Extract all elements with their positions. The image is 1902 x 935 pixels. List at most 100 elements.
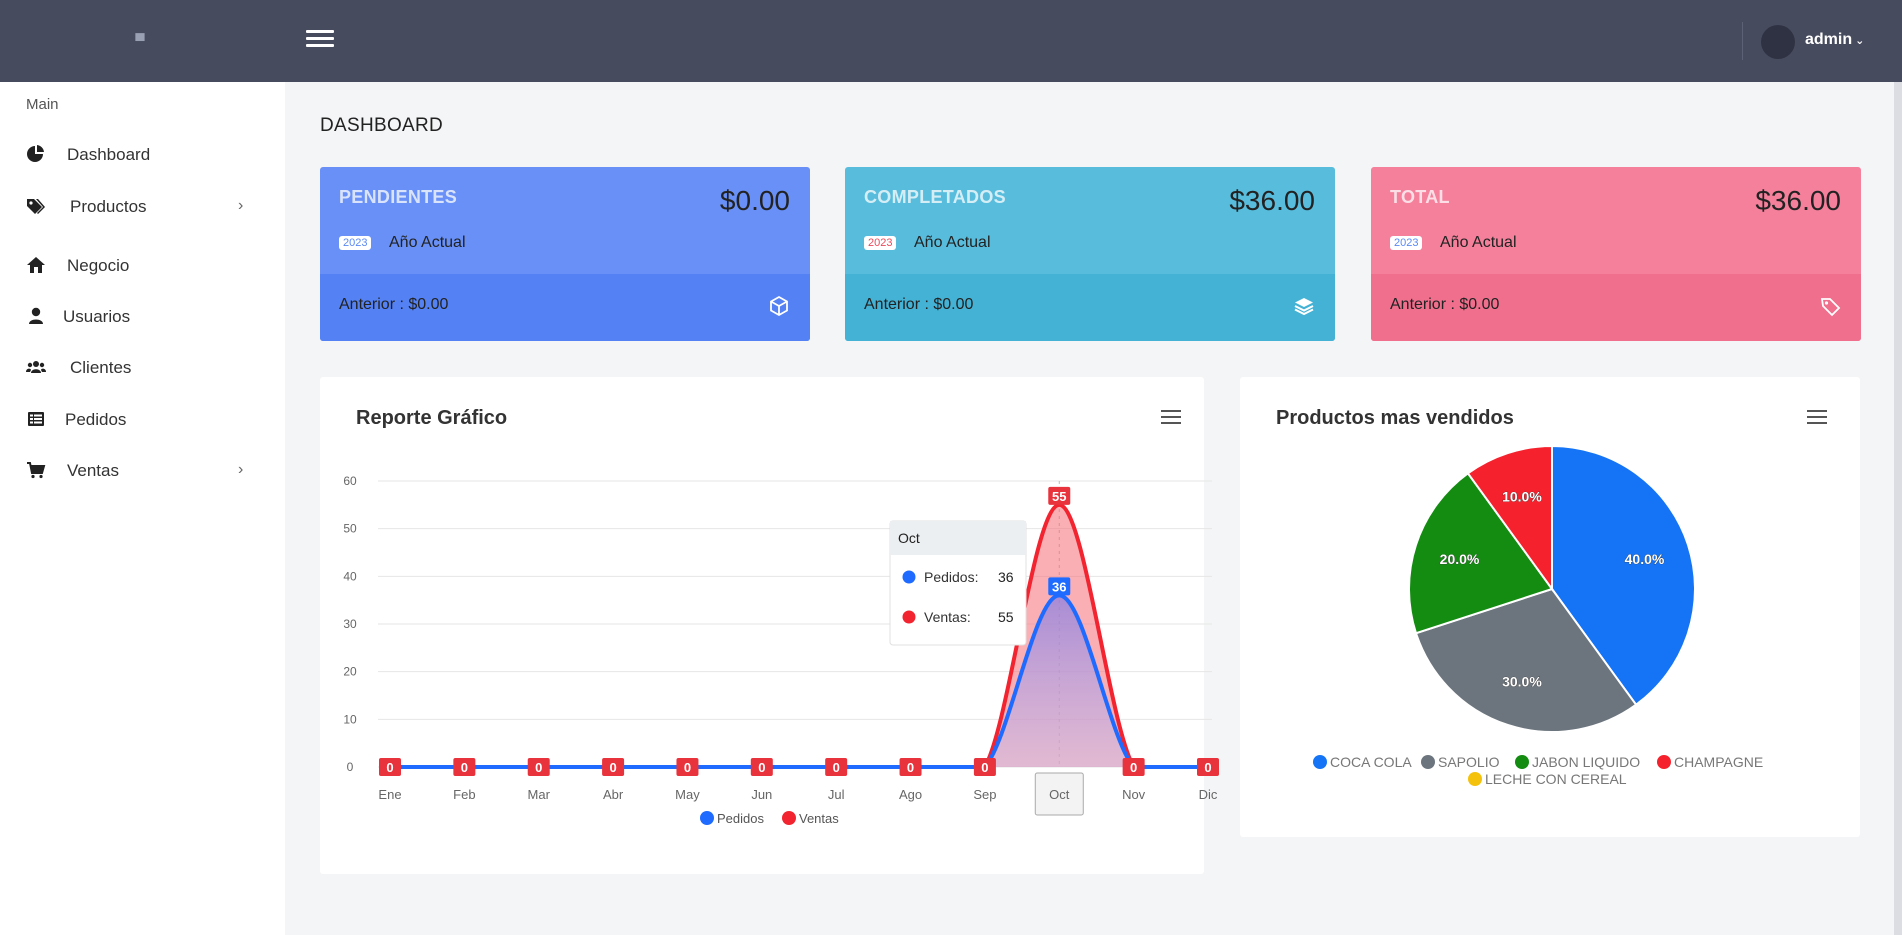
x-tick-label: Jul bbox=[828, 787, 845, 802]
data-label: 0 bbox=[684, 760, 691, 775]
y-tick-label: 40 bbox=[343, 569, 357, 583]
stat-card-pendientes[interactable]: PENDIENTES $0.00 2023 Año Actual Anterio… bbox=[320, 167, 810, 341]
pie-slice-label: 40.0% bbox=[1625, 551, 1665, 567]
x-tick-label: Abr bbox=[603, 787, 624, 802]
card-footer-text: Anterior : $0.00 bbox=[864, 296, 974, 313]
tag-icon bbox=[1820, 298, 1841, 317]
series-area-pedidos bbox=[390, 595, 1208, 767]
legend-marker bbox=[1313, 755, 1327, 769]
pie-slice-jabon-liquido bbox=[1408, 471, 1554, 635]
cube-icon bbox=[770, 295, 788, 317]
data-label-bg bbox=[527, 758, 550, 776]
legend-label: Pedidos bbox=[717, 811, 764, 826]
data-label: 0 bbox=[758, 760, 765, 775]
data-label-bg bbox=[602, 758, 625, 776]
card-amount: $0.00 bbox=[719, 185, 790, 216]
legend-label: LECHE CON CEREAL bbox=[1485, 771, 1627, 787]
chart-menu-button[interactable] bbox=[1161, 410, 1181, 426]
navbar-divider bbox=[1742, 22, 1743, 60]
year-badge: 2023 bbox=[864, 236, 897, 250]
legend-label: SAPOLIO bbox=[1438, 754, 1500, 770]
sidebar-item-label: Clientes bbox=[70, 358, 132, 377]
x-tick-label: Oct bbox=[1049, 787, 1070, 802]
sidebar-item-dashboard[interactable]: Dashboard bbox=[0, 136, 285, 172]
chevron-down-icon: ⌄ bbox=[1855, 35, 1865, 47]
card-subtitle: Año Actual bbox=[914, 234, 991, 251]
legend-marker bbox=[1515, 755, 1529, 769]
y-tick-label: 20 bbox=[343, 665, 357, 679]
page-scrollbar[interactable] bbox=[1894, 82, 1902, 935]
chart-pie-icon bbox=[27, 145, 44, 162]
report-chart-panel: Reporte Gráfico 0 10 20 30 40 50 60 36 0 0 0 0 0 0 0 0 0… bbox=[320, 377, 1219, 874]
pie-slice-coca-cola bbox=[1551, 444, 1696, 707]
y-tick-label: 60 bbox=[343, 474, 357, 488]
avatar[interactable] bbox=[1761, 25, 1795, 59]
list-icon bbox=[28, 412, 44, 426]
x-tick-label: Sep bbox=[973, 787, 996, 802]
data-label: 55 bbox=[1052, 489, 1066, 504]
chevron-right-icon: › bbox=[238, 197, 244, 214]
legend-marker bbox=[700, 811, 714, 825]
stat-card-total[interactable]: TOTAL $36.00 2023 Año Actual Anterior : … bbox=[1371, 167, 1861, 341]
x-tick-label: May bbox=[675, 787, 700, 802]
chart-menu-button[interactable] bbox=[1807, 410, 1827, 426]
tooltip-value: 36 bbox=[998, 569, 1014, 585]
sidebar-toggle-button[interactable] bbox=[306, 30, 334, 52]
sidebar-item-pedidos[interactable]: Pedidos bbox=[0, 401, 285, 437]
card-footer bbox=[320, 274, 810, 341]
x-tick-label: Nov bbox=[1122, 787, 1146, 802]
year-badge: 2023 bbox=[339, 236, 372, 250]
sidebar-item-label: Pedidos bbox=[65, 410, 127, 429]
legend-label: Ventas bbox=[799, 811, 839, 826]
legend-label: COCA COLA bbox=[1330, 754, 1412, 770]
card-subtitle: Año Actual bbox=[1440, 234, 1517, 251]
legend-marker bbox=[1421, 755, 1435, 769]
x-tick-label: Mar bbox=[528, 787, 551, 802]
x-tick-label: Ene bbox=[378, 787, 401, 802]
data-label-bg bbox=[825, 758, 848, 776]
sidebar-item-clientes[interactable]: Clientes bbox=[0, 349, 285, 385]
home-icon bbox=[27, 257, 45, 273]
data-label: 0 bbox=[907, 760, 914, 775]
data-label-bg bbox=[1048, 486, 1071, 505]
user-menu-button[interactable]: admin ⌄ bbox=[1805, 31, 1864, 49]
sidebar-item-label: Negocio bbox=[67, 256, 130, 275]
card-amount: $36.00 bbox=[1755, 185, 1841, 216]
legend-label: CHAMPAGNE bbox=[1674, 754, 1763, 770]
sidebar-item-usuarios[interactable]: Usuarios bbox=[0, 298, 285, 334]
chart-tooltip: Oct Pedidos: 36 Ventas: 55 bbox=[889, 520, 1027, 646]
sidebar-item-negocio[interactable]: Negocio bbox=[0, 247, 285, 283]
data-label-bg bbox=[676, 758, 699, 776]
data-label-bg bbox=[1048, 577, 1071, 596]
tags-icon bbox=[27, 199, 45, 214]
logo-icon[interactable]: ▀ bbox=[135, 33, 145, 48]
legend-marker bbox=[1657, 755, 1671, 769]
data-label: 0 bbox=[833, 760, 840, 775]
x-tick-label: Jun bbox=[751, 787, 772, 802]
panel-title: Productos mas vendidos bbox=[1276, 407, 1514, 429]
legend-marker bbox=[782, 811, 796, 825]
x-tick-label: Ago bbox=[899, 787, 922, 802]
card-title: PENDIENTES bbox=[339, 187, 458, 207]
line-chart: 0 10 20 30 40 50 60 36 0 0 0 0 0 0 0 0 0 55 0 0 Ene Feb Mar Abr… bbox=[343, 474, 1219, 826]
legend-marker bbox=[1468, 772, 1482, 786]
sidebar-item-ventas[interactable]: Ventas › bbox=[0, 452, 285, 488]
tooltip-marker bbox=[902, 570, 916, 584]
data-label: 0 bbox=[535, 760, 542, 775]
card-footer bbox=[1371, 274, 1861, 341]
data-label-bg bbox=[379, 758, 401, 776]
stat-card-completados[interactable]: COMPLETADOS $36.00 2023 Año Actual Anter… bbox=[845, 167, 1335, 341]
data-label: 0 bbox=[386, 760, 393, 775]
pie-slice-champagne bbox=[1466, 444, 1553, 593]
card-title: COMPLETADOS bbox=[864, 187, 1006, 207]
layers-icon bbox=[1294, 298, 1314, 316]
data-label: 0 bbox=[609, 760, 616, 775]
year-badge: 2023 bbox=[1390, 236, 1423, 250]
x-tick-label: Dic bbox=[1199, 787, 1218, 802]
y-tick-label: 30 bbox=[343, 617, 357, 631]
data-label-bg bbox=[899, 758, 922, 776]
sidebar-item-productos[interactable]: Productos › bbox=[0, 188, 285, 224]
legend-label: JABON LIQUIDO bbox=[1532, 754, 1640, 770]
top-navbar: ▀ admin ⌄ bbox=[0, 0, 1902, 82]
data-label: 36 bbox=[1052, 579, 1066, 594]
